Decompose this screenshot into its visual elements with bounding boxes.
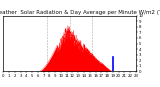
Title: Milwaukee Weather  Solar Radiation & Day Average per Minute W/m2 (Today): Milwaukee Weather Solar Radiation & Day … xyxy=(0,10,160,15)
